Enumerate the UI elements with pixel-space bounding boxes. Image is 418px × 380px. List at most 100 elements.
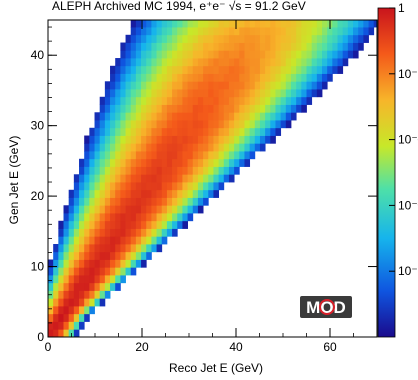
heatmap-cell — [99, 112, 106, 121]
heatmap-cell — [125, 197, 132, 206]
heatmap-cell — [358, 27, 364, 36]
heatmap-cell — [146, 127, 152, 136]
chart-title: ALEPH Archived MC 1994, e⁺e⁻ √s = 91.2 G… — [52, 0, 306, 13]
heatmap-cell — [192, 197, 199, 206]
heatmap-cell — [259, 135, 266, 144]
heatmap-cell — [177, 166, 183, 175]
heatmap-cell — [125, 143, 132, 152]
heatmap-cell — [177, 104, 183, 113]
heatmap-cell — [130, 251, 137, 260]
heatmap-cell — [285, 81, 292, 90]
heatmap-cell — [89, 275, 95, 284]
heatmap-cell — [161, 151, 168, 160]
heatmap-cell — [275, 20, 282, 28]
heatmap-cell — [68, 228, 75, 237]
heatmap-cell — [151, 244, 157, 253]
heatmap-cell — [68, 220, 75, 229]
heatmap-cell — [259, 104, 266, 113]
heatmap-cell — [146, 228, 152, 237]
heatmap-cell — [73, 220, 80, 229]
heatmap-cell — [280, 73, 287, 82]
heatmap-cell — [115, 236, 121, 245]
heatmap-cell — [311, 89, 318, 98]
heatmap-cell — [223, 42, 230, 51]
heatmap-cell — [110, 112, 116, 121]
heatmap-cell — [234, 120, 240, 129]
heatmap-cell — [270, 104, 276, 113]
heatmap-cell — [223, 20, 230, 28]
mod-logo-text: MOD — [306, 298, 346, 317]
heatmap-cell — [115, 143, 121, 152]
heatmap-cell — [99, 96, 106, 105]
heatmap-cell — [208, 104, 214, 113]
heatmap-cell — [79, 197, 85, 206]
heatmap-cell — [135, 50, 142, 59]
heatmap-cell — [182, 143, 188, 152]
heatmap-cell — [244, 151, 251, 160]
heatmap-cell — [254, 143, 261, 152]
heatmap-cell — [110, 81, 116, 90]
heatmap-cell — [146, 251, 152, 260]
heatmap-cell — [156, 158, 163, 167]
heatmap-cell — [58, 267, 64, 276]
heatmap-cell — [135, 81, 142, 90]
heatmap-cell — [73, 282, 80, 291]
colorbar-tick-label: 10⁻³ — [398, 198, 418, 212]
heatmap-cell — [68, 282, 75, 291]
heatmap-cell — [63, 205, 70, 214]
heatmap-cell — [223, 96, 230, 105]
heatmap-cell — [110, 267, 116, 276]
heatmap-cell — [322, 50, 328, 59]
heatmap-cell — [208, 27, 214, 36]
heatmap-cell — [84, 244, 90, 253]
heatmap-cell — [275, 104, 282, 113]
heatmap-cell — [73, 244, 80, 253]
heatmap-cell — [94, 228, 101, 237]
heatmap-cell — [280, 65, 287, 74]
heatmap-cell — [104, 120, 111, 129]
heatmap-cell — [110, 275, 116, 284]
heatmap-cell — [146, 34, 152, 43]
heatmap-cell — [192, 205, 199, 214]
heatmap-cell — [115, 135, 121, 144]
heatmap-cell — [53, 259, 59, 268]
heatmap-cell — [130, 96, 137, 105]
heatmap-cell — [259, 65, 266, 74]
heatmap-cell — [239, 151, 245, 160]
heatmap-cell — [270, 27, 276, 36]
heatmap-cell — [84, 306, 90, 315]
heatmap-cell — [249, 120, 256, 129]
heatmap-cell — [228, 96, 235, 105]
heatmap-cell — [172, 120, 178, 129]
heatmap-cell — [192, 42, 199, 51]
heatmap-cell — [115, 213, 121, 222]
heatmap-cell — [63, 313, 70, 322]
heatmap-cell — [172, 27, 178, 36]
heatmap-cell — [203, 27, 209, 36]
heatmap-cell — [265, 73, 271, 82]
heatmap-cell — [110, 104, 116, 113]
heatmap-cell — [125, 73, 132, 82]
heatmap-cell — [63, 267, 70, 276]
heatmap-cell — [94, 189, 101, 198]
heatmap-cell — [89, 213, 95, 222]
heatmap-cell — [182, 104, 188, 113]
heatmap-cell — [135, 151, 142, 160]
heatmap-cell — [218, 151, 225, 160]
heatmap-cell — [223, 127, 230, 136]
heatmap-cell — [270, 73, 276, 82]
heatmap-cell — [218, 96, 225, 105]
heatmap-cell — [135, 42, 142, 51]
heatmap-cell — [166, 127, 173, 136]
heatmap-cell — [115, 127, 121, 136]
heatmap-cell — [311, 73, 318, 82]
heatmap-cell — [53, 321, 59, 330]
heatmap-cell — [290, 112, 297, 121]
x-axis: 0 20 40 60 — [45, 20, 378, 354]
heatmap-cell — [141, 50, 147, 59]
heatmap-cell — [192, 89, 199, 98]
heatmap-cell — [94, 182, 101, 191]
heatmap-cell — [239, 73, 245, 82]
heatmap-cell — [316, 73, 323, 82]
heatmap-cell — [84, 143, 90, 152]
